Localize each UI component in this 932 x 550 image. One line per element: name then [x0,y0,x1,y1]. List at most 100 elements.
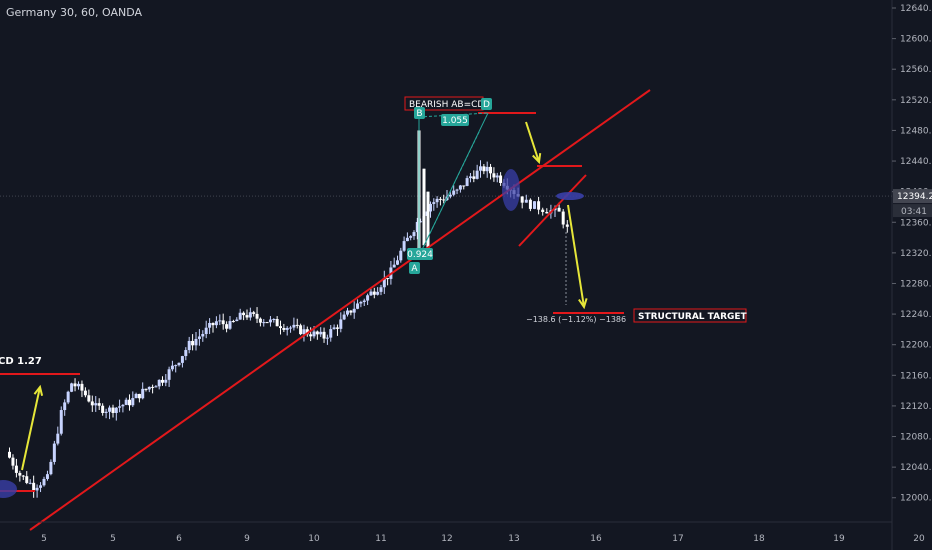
candle-body [154,386,158,388]
candle-body [265,322,269,324]
candle-body [429,203,432,212]
candle-body [435,198,439,203]
candle-body [252,312,256,314]
price-tick-label: 12360.00 [900,218,932,228]
point-a-label-box [409,262,420,274]
pattern-label: BEARISH AB=CD [409,100,484,110]
price-tick-label: 12640.00 [900,4,932,14]
price-axis: 12000.00 12040.00 12080.00 12120.00 12160.00… [891,0,932,550]
candle-body [346,310,349,315]
candle-body [70,383,74,392]
candle-body [325,337,329,339]
time-tick-label: 20 [913,534,925,544]
candle-body [315,331,319,335]
candle-body [28,482,32,484]
candle-body [557,207,561,212]
candle-body [151,386,155,388]
candle-body [359,301,363,304]
candle-body [248,312,252,318]
arrow-down-target-head [578,298,588,310]
candle-body [231,321,235,323]
candle-body [228,321,232,329]
time-tick-label: 16 [590,534,602,544]
candle-body [422,168,426,246]
candle-body [272,319,276,321]
candle-body [329,329,333,338]
current-price-label: 12394.2 [897,192,932,202]
candle-body [386,278,390,280]
time-tick-label: 12 [441,534,452,544]
arrow-up-left [21,386,41,471]
candle-body [258,318,262,323]
ratio-ab-label-box [407,248,433,260]
candle-body [187,340,191,351]
candle-body [118,406,122,408]
price-tick-label: 12440.00 [900,157,932,167]
candle-body [452,190,456,195]
candle-body [221,320,225,325]
candle-body [141,388,145,399]
candle-body [268,319,272,323]
candle-body [225,324,229,329]
candle-body [66,391,70,403]
candle-body [319,331,323,335]
candle-body [174,365,178,367]
candle-body [475,170,479,179]
highlight-ellipse [0,480,17,498]
candle-body [455,189,459,191]
candle-body [495,175,499,178]
time-axis: 5 5 6 9 10 11 12 13 16 17 18 19 20 [0,521,925,544]
price-tick-label: 12000.00 [900,494,932,504]
candle-body [73,383,77,387]
candle-body [32,482,36,491]
candles-group [8,130,569,498]
time-tick-label: 19 [833,534,845,544]
time-tick-label: 5 [41,534,47,544]
candle-body [97,403,101,406]
candle-body [101,405,105,413]
candle-body [282,328,286,330]
point-b-label: B [416,109,422,119]
candle-body [52,443,56,462]
candle-body [49,461,53,475]
candle-body [108,407,112,412]
time-tick-label: 10 [308,534,320,544]
candle-body [402,241,406,251]
trendline-main [29,89,651,531]
candle-body [438,198,442,200]
candle-body [561,211,565,225]
candle-body [170,365,174,370]
price-tick-label: 12280.00 [900,279,932,289]
candle-body [157,379,161,387]
candle-body [131,398,135,406]
candle-body [520,196,524,203]
price-tick-label: 12080.00 [900,433,932,443]
ratio-bc-label-box [441,114,469,126]
arrow-down-d [525,121,540,163]
time-tick-label: 9 [244,534,250,544]
candle-body [332,327,336,330]
measure-label: −138.6 (−1.12%) −1386 [526,315,626,324]
candle-body [472,176,476,179]
candle-body [194,338,198,346]
candle-body [184,350,188,357]
candle-body [204,327,208,334]
abcd-pattern-ac [418,129,481,257]
candle-body [528,199,532,209]
candle-body [87,395,91,402]
target-label-box [633,308,747,323]
candle-body [352,308,356,313]
candle-body [42,478,46,486]
candle-body [128,399,131,406]
candle-body [63,402,67,411]
candle-body [468,176,472,179]
candle-body [295,324,299,326]
candle-body [177,362,181,366]
candle-body [412,232,416,237]
candle-body [415,221,419,233]
candle-body [144,388,148,390]
candle-body [121,404,125,407]
candle-body [285,327,289,330]
time-tick-label: 5 [110,534,116,544]
